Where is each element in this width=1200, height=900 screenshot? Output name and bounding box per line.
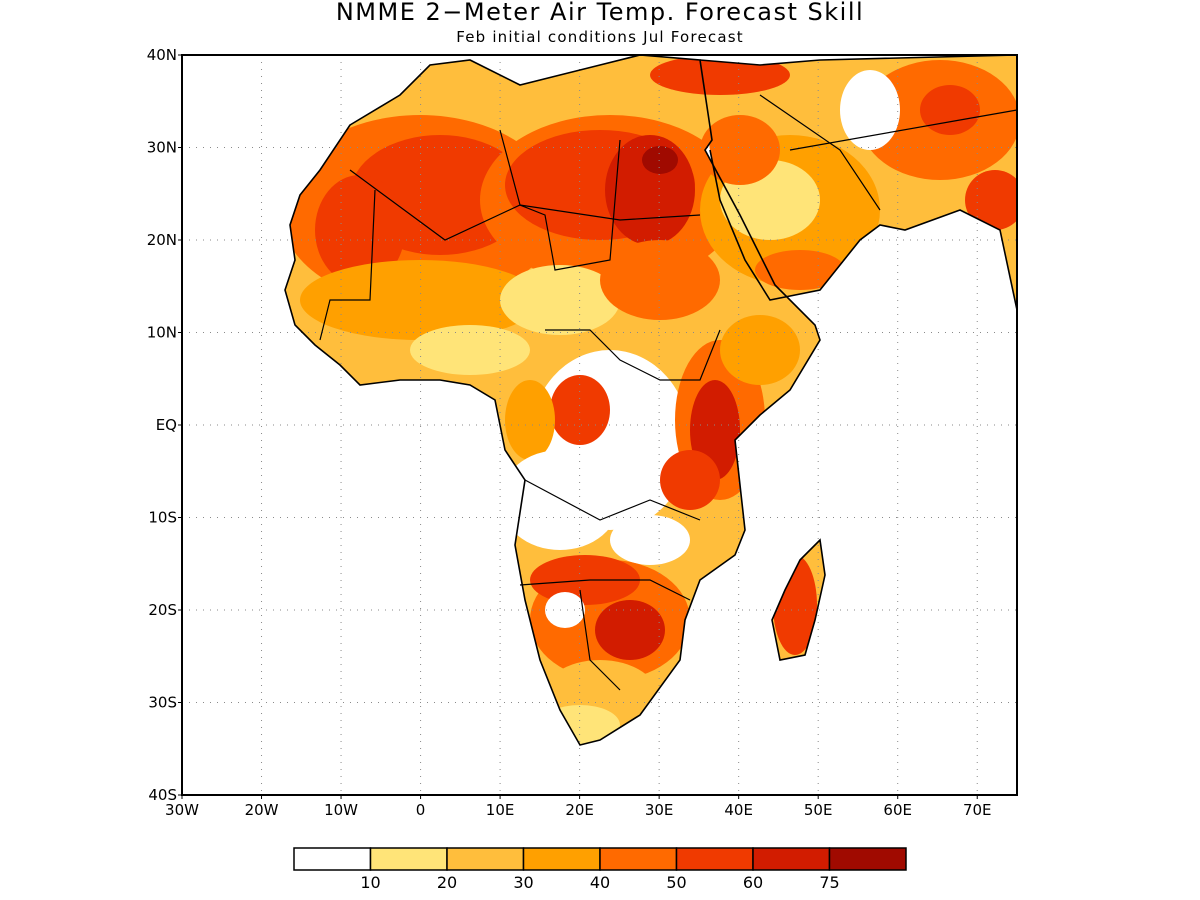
lat-tick-label: EQ xyxy=(156,416,177,434)
lon-tick-label: 50E xyxy=(804,801,833,819)
lon-tick-label: 30E xyxy=(645,801,674,819)
lat-tick-label: 40N xyxy=(147,46,177,64)
colorbar-label: 30 xyxy=(513,873,533,892)
lat-tick-label: 30N xyxy=(147,139,177,157)
lon-tick-label: 20E xyxy=(565,801,594,819)
lon-tick-label: 10E xyxy=(486,801,515,819)
colorbar-label: 10 xyxy=(360,873,380,892)
lat-tick-label: 10N xyxy=(147,324,177,342)
latitude-labels: 40N 30N 20N 10N EQ 10S 20S 30S 40S xyxy=(147,46,182,804)
colorbar-swatch xyxy=(828,847,907,871)
lon-tick-label: 20W xyxy=(245,801,279,819)
colorbar-swatch xyxy=(369,847,448,871)
colorbar-label: 60 xyxy=(743,873,763,892)
lon-tick-label: 40E xyxy=(724,801,753,819)
colorbar-swatch xyxy=(599,847,678,871)
colorbar: 10 20 30 40 50 60 75 xyxy=(293,847,907,892)
lat-tick-label: 20S xyxy=(148,601,177,619)
colorbar-swatch xyxy=(522,847,601,871)
lat-tick-label: 40S xyxy=(148,786,177,804)
colorbar-label: 20 xyxy=(437,873,457,892)
colorbar-label: 40 xyxy=(590,873,610,892)
map-subtitle: Feb initial conditions Jul Forecast xyxy=(456,28,744,46)
lon-tick-label: 30W xyxy=(165,801,199,819)
lat-tick-label: 30S xyxy=(148,694,177,712)
lon-tick-label: 70E xyxy=(963,801,992,819)
colorbar-label: 75 xyxy=(819,873,839,892)
colorbar-swatch xyxy=(675,847,754,871)
longitude-labels: 30W 20W 10W 0 10E 20E 30E 40E 50E 60E 70E xyxy=(165,795,992,819)
map-title: NMME 2−Meter Air Temp. Forecast Skill xyxy=(335,0,865,26)
colorbar-swatch xyxy=(293,847,372,871)
colorbar-label: 50 xyxy=(666,873,686,892)
lon-tick-label: 0 xyxy=(416,801,426,819)
lon-tick-label: 60E xyxy=(883,801,912,819)
gridlines xyxy=(182,55,1017,795)
region-egypt-max xyxy=(642,146,678,174)
lon-tick-label: 10W xyxy=(324,801,358,819)
colorbar-swatch xyxy=(446,847,525,871)
coastlines xyxy=(284,55,1017,746)
lat-tick-label: 20N xyxy=(147,231,177,249)
lat-tick-label: 10S xyxy=(148,509,177,527)
colorbar-swatch xyxy=(752,847,831,871)
